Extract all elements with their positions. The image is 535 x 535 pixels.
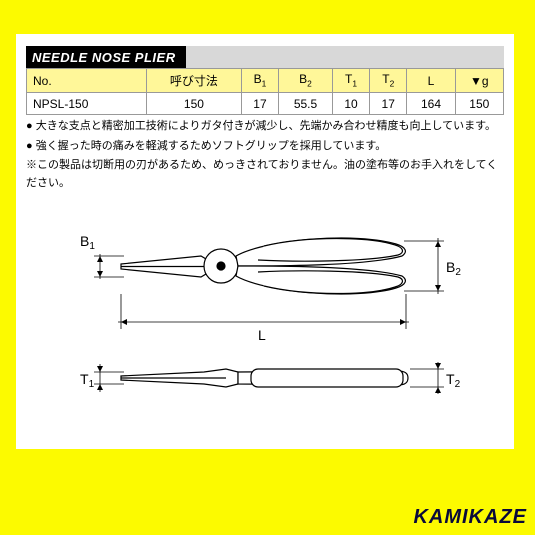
description-bullets: ● 大きな支点と精密加工技術によりガタ付きが減少し、先端かみ合わせ精度も向上して… <box>26 118 504 194</box>
col-b1: B1 <box>241 69 278 93</box>
plier-diagram-svg: B1 B2 L T1 T2 <box>26 194 504 434</box>
col-t1: T1 <box>332 69 369 93</box>
col-t2: T2 <box>370 69 407 93</box>
bullet-2: ● 強く握った時の痛みを軽減するためソフトグリップを採用しています。 <box>26 138 504 156</box>
table-row: NPSL-150 150 17 55.5 10 17 164 150 <box>27 93 504 115</box>
cell-no: NPSL-150 <box>27 93 147 115</box>
cell-size: 150 <box>147 93 242 115</box>
title-bar: NEEDLE NOSE PLIER <box>26 46 504 68</box>
spec-table: No. 呼び寸法 B1 B2 T1 T2 L ▼g NPSL-150 150 1… <box>26 68 504 115</box>
label-l: L <box>258 327 266 343</box>
product-title: NEEDLE NOSE PLIER <box>26 46 186 68</box>
col-l: L <box>407 69 455 93</box>
cell-b2: 55.5 <box>279 93 333 115</box>
label-b1: B1 <box>80 233 95 252</box>
bullet-1: ● 大きな支点と精密加工技術によりガタ付きが減少し、先端かみ合わせ精度も向上して… <box>26 118 504 136</box>
table-header-row: No. 呼び寸法 B1 B2 T1 T2 L ▼g <box>27 69 504 93</box>
spec-sheet: NEEDLE NOSE PLIER No. 呼び寸法 B1 B2 T1 T2 L… <box>16 34 514 449</box>
cell-b1: 17 <box>241 93 278 115</box>
label-t2: T2 <box>446 371 461 390</box>
dimension-diagram: B1 B2 L T1 T2 <box>26 194 504 434</box>
watermark: KAMIKAZE <box>413 506 527 529</box>
col-no: No. <box>27 69 147 93</box>
col-weight: ▼g <box>455 69 503 93</box>
cell-t2: 17 <box>370 93 407 115</box>
label-b2: B2 <box>446 259 461 278</box>
bullet-3: ※この製品は切断用の刃があるため、めっきされておりません。油の塗布等のお手入れを… <box>26 157 504 192</box>
col-b2: B2 <box>279 69 333 93</box>
col-size: 呼び寸法 <box>147 69 242 93</box>
cell-weight: 150 <box>455 93 503 115</box>
cell-t1: 10 <box>332 93 369 115</box>
label-t1: T1 <box>80 371 95 390</box>
cell-l: 164 <box>407 93 455 115</box>
